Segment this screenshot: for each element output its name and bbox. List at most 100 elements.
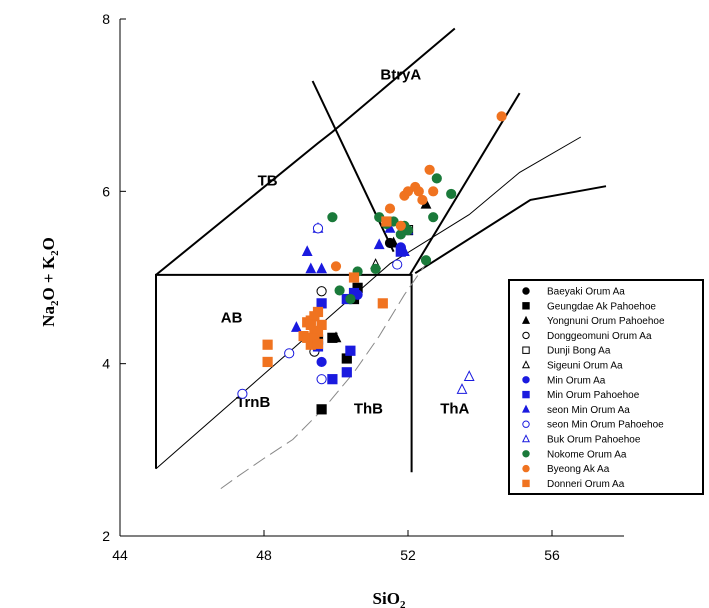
- legend-label: Min Orum Aa: [547, 375, 606, 386]
- data-point-10: [316, 374, 327, 385]
- data-point-14: [262, 356, 273, 368]
- data-point-12: [446, 188, 457, 200]
- data-point-13: [496, 111, 507, 122]
- data-point-9: [316, 262, 328, 274]
- data-point-3: [388, 236, 400, 248]
- legend-label: Sigeuni Orum Aa: [547, 361, 623, 372]
- data-point-9: [398, 245, 410, 257]
- legend-marker: [522, 302, 530, 310]
- field-label-tb: TB: [258, 172, 278, 189]
- data-point-8: [341, 367, 352, 378]
- legend-marker: [522, 287, 530, 295]
- data-point-9: [290, 321, 302, 332]
- field-label-ab: AB: [221, 309, 243, 326]
- legend-label: seon Min Orum Pahoehoe: [547, 420, 664, 431]
- data-point-13: [428, 186, 439, 197]
- data-point-9: [305, 262, 317, 274]
- legend-label: Dunji Bong Aa: [547, 346, 611, 357]
- data-point-11: [456, 383, 468, 394]
- y-axis-title: Na2O + K2O: [39, 237, 61, 327]
- data-points: [237, 111, 507, 415]
- legend-marker: [522, 376, 530, 384]
- legend-marker: [521, 360, 531, 369]
- data-point-12: [370, 263, 381, 274]
- boundary-line: [155, 273, 413, 473]
- field-label-thb: ThB: [354, 401, 383, 418]
- boundary-line: [311, 80, 395, 253]
- data-point-14: [309, 311, 320, 322]
- legend-marker: [521, 315, 531, 324]
- data-point-4: [316, 286, 327, 297]
- field-label-btrya: BtryA: [380, 66, 421, 83]
- legend-label: Geungdae Ak Pahoehoe: [547, 301, 656, 312]
- legend-marker: [522, 390, 530, 399]
- x-tick-label: 44: [112, 547, 128, 563]
- y-tick-label: 6: [102, 183, 110, 199]
- data-point-12: [420, 255, 432, 266]
- data-point-14: [377, 298, 388, 309]
- y-tick-label: 2: [102, 528, 110, 544]
- y-axis-ticks: 2 4 6 8: [102, 11, 126, 544]
- y-tick-label: 8: [102, 11, 110, 27]
- plot-frame: [119, 19, 624, 537]
- data-point-10: [237, 388, 248, 399]
- legend-marker: [522, 346, 530, 354]
- data-point-9: [301, 245, 313, 257]
- x-axis-ticks: 44 48 52 56: [112, 530, 560, 563]
- y-tick-label: 4: [102, 356, 110, 372]
- data-point-14: [348, 272, 360, 283]
- legend-label: Donneri Orum Aa: [547, 479, 625, 490]
- data-point-9: [373, 238, 385, 250]
- data-point-12: [334, 285, 345, 296]
- legend: Baeyaki Orum Aa Geungdae Ak Pahoehoe Yongn…: [508, 279, 704, 495]
- legend-label: Byeong Ak Aa: [547, 464, 610, 475]
- data-point-14: [316, 319, 327, 330]
- legend-label: Min Orum Pahoehoe: [547, 390, 640, 401]
- field-label-tha: ThA: [440, 401, 469, 418]
- legend-label: Nokome Orum Aa: [547, 449, 627, 460]
- data-point-14: [312, 338, 324, 349]
- legend-label: Baeyaki Orum Aa: [547, 287, 625, 298]
- data-point-3: [330, 331, 342, 343]
- legend-label: seon Min Orum Aa: [547, 405, 630, 416]
- data-point-13: [424, 164, 435, 175]
- legend-label: Donggeomuni Orum Aa: [547, 331, 652, 342]
- boundary-line: [414, 185, 607, 275]
- data-point-11: [463, 370, 475, 382]
- data-point-13: [330, 261, 342, 272]
- legend-marker: [521, 404, 531, 413]
- data-point-13: [413, 186, 424, 197]
- legend-marker: [522, 450, 530, 458]
- legend-label: Buk Orum Pahoehoe: [547, 435, 641, 446]
- data-point-10: [284, 348, 295, 359]
- data-point-2: [316, 404, 327, 415]
- boundary-line: [155, 27, 456, 276]
- legend-marker: [522, 420, 530, 428]
- data-point-14: [381, 216, 392, 227]
- legend-marker: [522, 464, 530, 473]
- legend-marker: [521, 434, 531, 443]
- x-axis-title: SiO2: [373, 589, 406, 608]
- data-point-12: [431, 173, 442, 184]
- data-point-8: [345, 345, 356, 356]
- x-tick-label: 48: [256, 547, 272, 563]
- data-point-13: [395, 220, 406, 231]
- data-point-12: [428, 212, 439, 223]
- legend-marker: [522, 331, 530, 340]
- x-tick-label: 56: [544, 547, 560, 563]
- data-point-13: [417, 194, 428, 206]
- data-point-14: [262, 339, 273, 350]
- boundary-line: [408, 92, 521, 276]
- legend-marker: [522, 479, 530, 488]
- data-point-10: [312, 223, 324, 234]
- x-tick-label: 52: [400, 547, 416, 563]
- data-point-10: [392, 259, 403, 270]
- data-point-14: [305, 319, 316, 330]
- legend-box: [508, 279, 704, 495]
- data-point-8: [316, 298, 327, 309]
- legend-label: Yongnuni Orum Pahoehoe: [547, 316, 665, 327]
- data-point-8: [327, 374, 338, 385]
- data-point-13: [384, 203, 396, 214]
